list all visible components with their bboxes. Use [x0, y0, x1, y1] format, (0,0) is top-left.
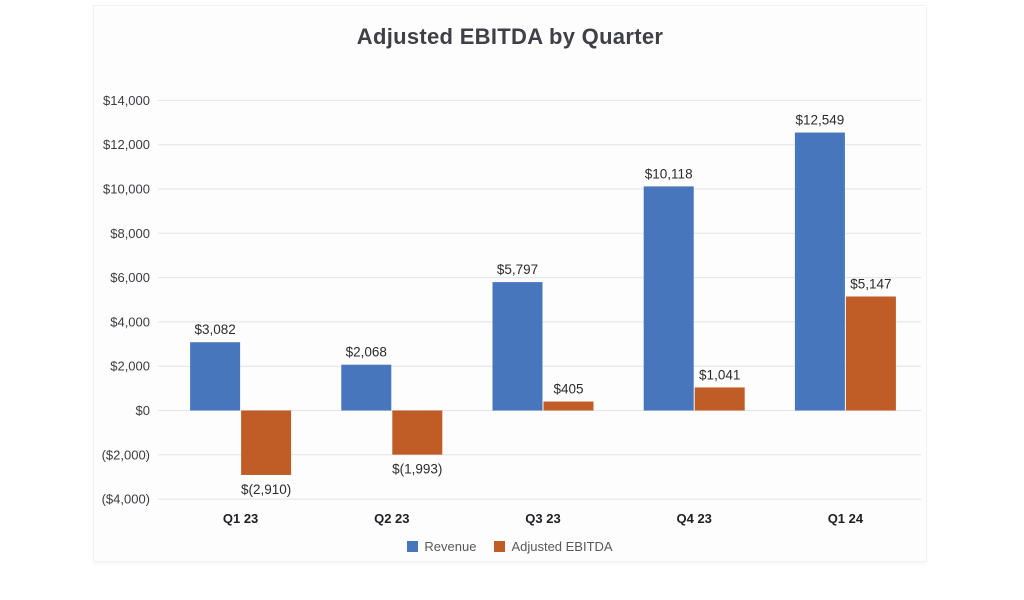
revenue-swatch-icon [407, 541, 419, 552]
legend-label-adjusted-ebitda: Adjusted EBITDA [511, 539, 613, 554]
chart-card: Adjusted EBITDA by Quarter Revenue Adjus… [93, 5, 927, 562]
legend-item-revenue: Revenue [407, 539, 476, 554]
legend-item-adjusted-ebitda: Adjusted EBITDA [494, 539, 613, 554]
adjusted-ebitda-swatch-icon [494, 541, 506, 552]
chart-title: Adjusted EBITDA by Quarter [356, 24, 664, 49]
chart-legend: Revenue Adjusted EBITDA [94, 539, 926, 554]
legend-label-revenue: Revenue [424, 539, 477, 554]
